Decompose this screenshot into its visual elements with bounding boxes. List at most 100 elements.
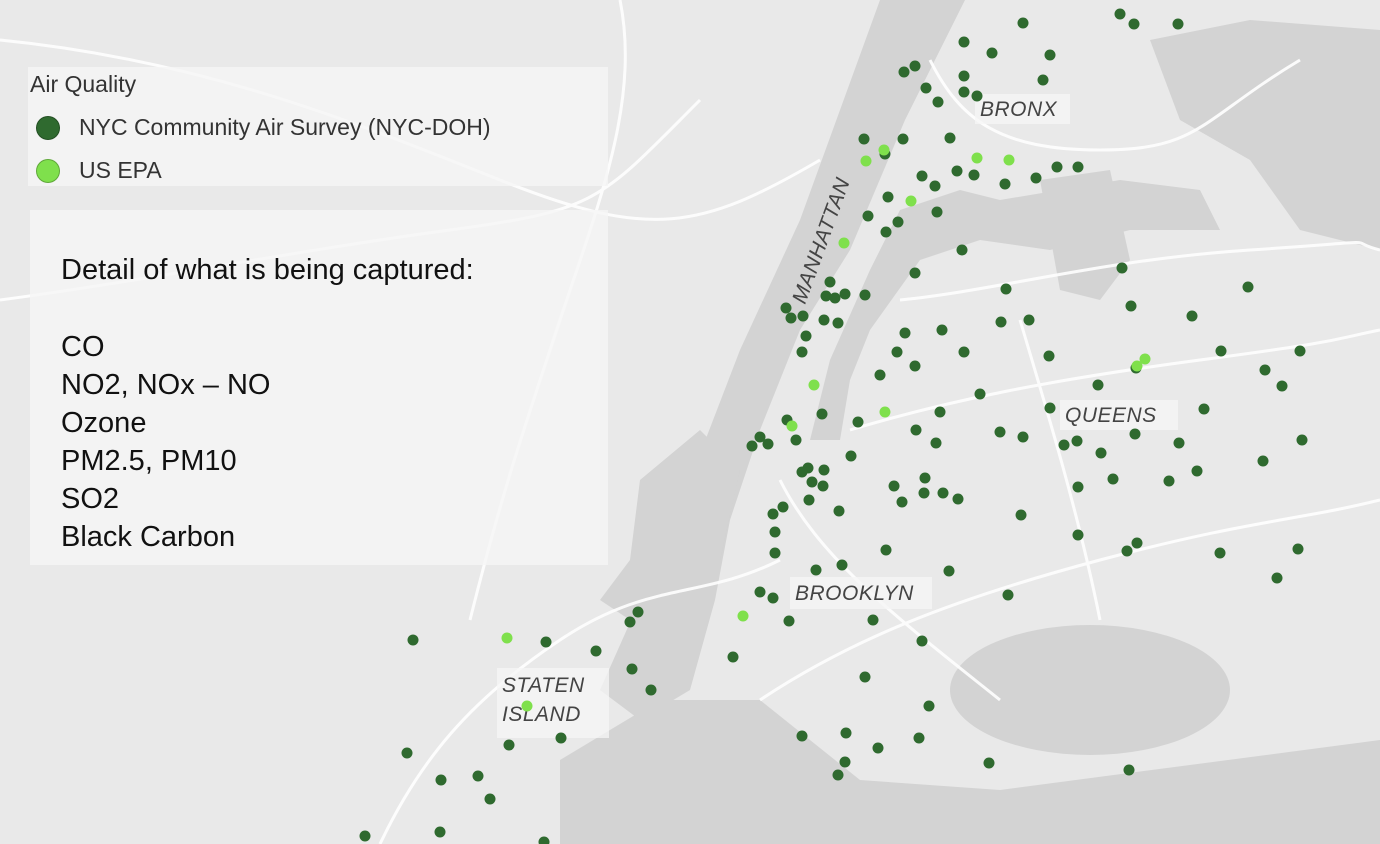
monitor-site[interactable] bbox=[836, 559, 848, 571]
monitor-site[interactable] bbox=[995, 316, 1007, 328]
monitor-site[interactable] bbox=[968, 169, 980, 181]
monitor-site[interactable] bbox=[909, 360, 921, 372]
monitor-site[interactable] bbox=[983, 757, 995, 769]
monitor-site[interactable] bbox=[910, 424, 922, 436]
monitor-site[interactable] bbox=[1072, 481, 1084, 493]
monitor-site[interactable] bbox=[971, 152, 983, 164]
monitor-site[interactable] bbox=[407, 634, 419, 646]
monitor-site[interactable] bbox=[920, 82, 932, 94]
monitor-site[interactable] bbox=[1043, 350, 1055, 362]
monitor-site[interactable] bbox=[874, 369, 886, 381]
monitor-site[interactable] bbox=[897, 133, 909, 145]
monitor-site[interactable] bbox=[852, 416, 864, 428]
monitor-site[interactable] bbox=[880, 226, 892, 238]
monitor-site[interactable] bbox=[913, 732, 925, 744]
monitor-site[interactable] bbox=[1125, 300, 1137, 312]
monitor-site[interactable] bbox=[1107, 473, 1119, 485]
monitor-site[interactable] bbox=[974, 388, 986, 400]
legend-item[interactable]: US EPA bbox=[36, 157, 162, 184]
monitor-site[interactable] bbox=[986, 47, 998, 59]
monitor-site[interactable] bbox=[839, 756, 851, 768]
monitor-site[interactable] bbox=[824, 276, 836, 288]
monitor-site[interactable] bbox=[832, 769, 844, 781]
monitor-site[interactable] bbox=[1294, 345, 1306, 357]
monitor-site[interactable] bbox=[1051, 161, 1063, 173]
monitor-site[interactable] bbox=[1116, 262, 1128, 274]
monitor-site[interactable] bbox=[1000, 283, 1012, 295]
monitor-site[interactable] bbox=[860, 155, 872, 167]
monitor-site[interactable] bbox=[777, 501, 789, 513]
monitor-site[interactable] bbox=[555, 732, 567, 744]
monitor-site[interactable] bbox=[796, 346, 808, 358]
monitor-site[interactable] bbox=[931, 206, 943, 218]
monitor-site[interactable] bbox=[896, 496, 908, 508]
monitor-site[interactable] bbox=[845, 450, 857, 462]
monitor-site[interactable] bbox=[999, 178, 1011, 190]
monitor-site[interactable] bbox=[762, 438, 774, 450]
monitor-site[interactable] bbox=[521, 700, 533, 712]
monitor-site[interactable] bbox=[632, 606, 644, 618]
monitor-site[interactable] bbox=[767, 508, 779, 520]
monitor-site[interactable] bbox=[435, 774, 447, 786]
monitor-site[interactable] bbox=[1071, 435, 1083, 447]
monitor-site[interactable] bbox=[867, 614, 879, 626]
monitor-site[interactable] bbox=[1257, 455, 1269, 467]
monitor-site[interactable] bbox=[909, 60, 921, 72]
monitor-site[interactable] bbox=[958, 36, 970, 48]
monitor-site[interactable] bbox=[918, 487, 930, 499]
monitor-site[interactable] bbox=[817, 480, 829, 492]
monitor-site[interactable] bbox=[932, 96, 944, 108]
monitor-site[interactable] bbox=[1023, 314, 1035, 326]
monitor-site[interactable] bbox=[840, 727, 852, 739]
monitor-site[interactable] bbox=[800, 330, 812, 342]
monitor-site[interactable] bbox=[898, 66, 910, 78]
monitor-site[interactable] bbox=[790, 434, 802, 446]
legend-item[interactable]: NYC Community Air Survey (NYC-DOH) bbox=[36, 114, 491, 141]
monitor-site[interactable] bbox=[880, 544, 892, 556]
monitor-site[interactable] bbox=[1191, 465, 1203, 477]
monitor-site[interactable] bbox=[829, 292, 841, 304]
monitor-site[interactable] bbox=[838, 237, 850, 249]
monitor-site[interactable] bbox=[956, 244, 968, 256]
monitor-site[interactable] bbox=[1015, 509, 1027, 521]
monitor-site[interactable] bbox=[1173, 437, 1185, 449]
monitor-site[interactable] bbox=[1214, 547, 1226, 559]
monitor-site[interactable] bbox=[930, 437, 942, 449]
monitor-site[interactable] bbox=[816, 408, 828, 420]
monitor-site[interactable] bbox=[820, 290, 832, 302]
monitor-site[interactable] bbox=[951, 165, 963, 177]
monitor-site[interactable] bbox=[1129, 428, 1141, 440]
monitor-site[interactable] bbox=[892, 216, 904, 228]
monitor-site[interactable] bbox=[1058, 439, 1070, 451]
monitor-site[interactable] bbox=[859, 289, 871, 301]
monitor-site[interactable] bbox=[484, 793, 496, 805]
monitor-site[interactable] bbox=[937, 487, 949, 499]
monitor-site[interactable] bbox=[1017, 17, 1029, 29]
monitor-site[interactable] bbox=[1044, 402, 1056, 414]
monitor-site[interactable] bbox=[1114, 8, 1126, 20]
monitor-site[interactable] bbox=[909, 267, 921, 279]
monitor-site[interactable] bbox=[1276, 380, 1288, 392]
monitor-site[interactable] bbox=[916, 170, 928, 182]
monitor-site[interactable] bbox=[1017, 431, 1029, 443]
monitor-site[interactable] bbox=[1271, 572, 1283, 584]
monitor-site[interactable] bbox=[1037, 74, 1049, 86]
monitor-site[interactable] bbox=[899, 327, 911, 339]
monitor-site[interactable] bbox=[624, 616, 636, 628]
monitor-site[interactable] bbox=[872, 742, 884, 754]
monitor-site[interactable] bbox=[786, 420, 798, 432]
monitor-site[interactable] bbox=[905, 195, 917, 207]
monitor-site[interactable] bbox=[994, 426, 1006, 438]
monitor-site[interactable] bbox=[952, 493, 964, 505]
monitor-site[interactable] bbox=[1215, 345, 1227, 357]
monitor-site[interactable] bbox=[1242, 281, 1254, 293]
monitor-site[interactable] bbox=[958, 346, 970, 358]
monitor-site[interactable] bbox=[888, 480, 900, 492]
monitor-site[interactable] bbox=[401, 747, 413, 759]
monitor-site[interactable] bbox=[936, 324, 948, 336]
monitor-site[interactable] bbox=[727, 651, 739, 663]
monitor-site[interactable] bbox=[1123, 764, 1135, 776]
monitor-site[interactable] bbox=[862, 210, 874, 222]
monitor-site[interactable] bbox=[879, 406, 891, 418]
monitor-site[interactable] bbox=[434, 826, 446, 838]
